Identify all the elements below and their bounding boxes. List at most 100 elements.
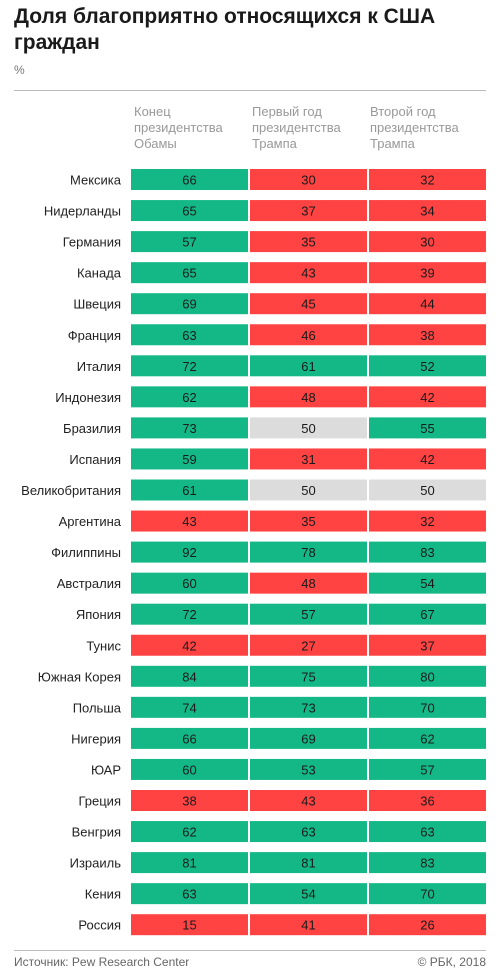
value-cell — [250, 914, 367, 936]
value-label: 42 — [420, 452, 434, 467]
table-row: Нидерланды 65 37 34 — [44, 200, 486, 222]
country-label: Кения — [85, 887, 121, 902]
value-cell — [369, 324, 486, 346]
value-cell — [250, 386, 367, 408]
value-cell — [250, 696, 367, 718]
value-cell — [131, 603, 248, 625]
country-label: Греция — [78, 794, 121, 809]
table-row: Испания 59 31 42 — [69, 448, 486, 470]
header-divider — [14, 90, 486, 91]
table-row: Австралия 60 48 54 — [57, 572, 486, 594]
value-label: 69 — [182, 297, 196, 312]
value-cell — [250, 541, 367, 563]
value-label: 43 — [182, 514, 196, 529]
country-label: Великобритания — [21, 483, 121, 498]
value-label: 60 — [182, 576, 196, 591]
value-cell — [250, 603, 367, 625]
value-label: 31 — [301, 452, 315, 467]
value-cell — [250, 727, 367, 749]
value-label: 32 — [420, 173, 434, 188]
value-label: 67 — [420, 607, 434, 622]
value-label: 74 — [182, 700, 196, 715]
value-cell — [250, 417, 367, 439]
value-label: 78 — [301, 545, 315, 560]
value-cell — [250, 821, 367, 843]
country-label: Япония — [76, 607, 121, 622]
country-label: Россия — [78, 918, 121, 933]
country-label: Южная Корея — [38, 669, 121, 684]
value-cell — [131, 821, 248, 843]
table-row: Южная Корея 84 75 80 — [38, 665, 486, 687]
value-cell — [369, 231, 486, 253]
country-label: Венгрия — [72, 825, 121, 840]
value-cell — [131, 386, 248, 408]
value-label: 73 — [182, 421, 196, 436]
value-label: 70 — [420, 887, 434, 902]
value-label: 39 — [420, 266, 434, 281]
value-cell — [131, 355, 248, 377]
value-label: 42 — [182, 638, 196, 653]
value-label: 43 — [301, 266, 315, 281]
value-label: 38 — [182, 794, 196, 809]
value-label: 44 — [420, 297, 434, 312]
value-label: 50 — [301, 421, 315, 436]
value-cell — [250, 790, 367, 811]
value-cell — [131, 541, 248, 563]
value-label: 63 — [420, 825, 434, 840]
value-label: 81 — [301, 856, 315, 871]
value-cell — [369, 510, 486, 532]
value-cell — [250, 852, 367, 874]
value-label: 72 — [182, 607, 196, 622]
country-label: Канада — [77, 266, 122, 281]
value-cell — [250, 293, 367, 315]
value-label: 57 — [420, 762, 434, 777]
value-label: 65 — [182, 266, 196, 281]
value-cell — [131, 572, 248, 594]
country-label: Тунис — [86, 638, 121, 653]
value-label: 83 — [420, 856, 434, 871]
table-row: Франция 63 46 38 — [68, 324, 486, 346]
table-row: Швеция 69 45 44 — [73, 293, 486, 315]
value-label: 61 — [182, 483, 196, 498]
table-row: ЮАР 60 53 57 — [91, 758, 486, 780]
value-label: 30 — [301, 173, 315, 188]
value-cell — [131, 324, 248, 346]
column-header-obama: Конец президентства Обамы — [134, 104, 223, 151]
value-label: 62 — [182, 390, 196, 405]
value-label: 37 — [420, 638, 434, 653]
value-label: 50 — [420, 483, 434, 498]
value-label: 52 — [420, 359, 434, 374]
value-cell — [131, 510, 248, 532]
value-label: 59 — [182, 452, 196, 467]
value-cell — [131, 665, 248, 687]
country-label: Швеция — [73, 297, 121, 312]
country-label: Нигерия — [71, 731, 121, 746]
value-label: 81 — [182, 856, 196, 871]
country-label: Италия — [77, 359, 121, 374]
value-cell — [131, 696, 248, 718]
value-label: 65 — [182, 204, 196, 219]
value-cell — [250, 479, 367, 501]
value-label: 61 — [301, 359, 315, 374]
value-label: 72 — [182, 359, 196, 374]
value-label: 43 — [301, 794, 315, 809]
value-cell — [250, 448, 367, 470]
value-cell — [369, 852, 486, 874]
value-label: 83 — [420, 545, 434, 560]
value-cell — [250, 572, 367, 594]
value-label: 54 — [301, 887, 315, 902]
value-label: 69 — [301, 731, 315, 746]
value-label: 75 — [301, 669, 315, 684]
value-label: 26 — [420, 918, 434, 933]
value-label: 46 — [301, 328, 315, 343]
value-cell — [250, 665, 367, 687]
value-label: 41 — [301, 918, 315, 933]
value-cell — [369, 603, 486, 625]
country-label: Аргентина — [59, 514, 122, 529]
value-label: 80 — [420, 669, 434, 684]
table-row: Великобритания 61 50 50 — [21, 479, 486, 501]
value-cell — [131, 758, 248, 780]
table-row: Германия 57 35 30 — [63, 231, 486, 253]
country-label: Израиль — [70, 856, 122, 871]
value-cell — [369, 262, 486, 284]
